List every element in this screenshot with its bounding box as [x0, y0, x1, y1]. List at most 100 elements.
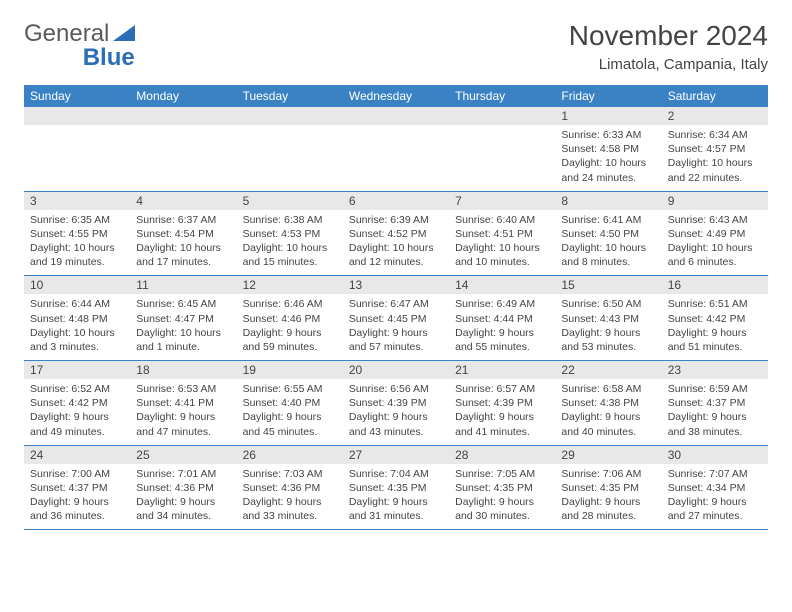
- weekday-header: Tuesday: [237, 85, 343, 107]
- week-row: 24Sunrise: 7:00 AMSunset: 4:37 PMDayligh…: [24, 445, 768, 530]
- daylight-text-2: and 27 minutes.: [668, 509, 762, 523]
- sunset-text: Sunset: 4:52 PM: [349, 227, 443, 241]
- day-cell: 17Sunrise: 6:52 AMSunset: 4:42 PMDayligh…: [24, 361, 130, 446]
- sunrise-text: Sunrise: 7:00 AM: [30, 467, 124, 481]
- daylight-text-2: and 12 minutes.: [349, 255, 443, 269]
- day-content: Sunrise: 7:03 AMSunset: 4:36 PMDaylight:…: [237, 464, 343, 530]
- sunset-text: Sunset: 4:51 PM: [455, 227, 549, 241]
- sunset-text: Sunset: 4:47 PM: [136, 312, 230, 326]
- day-number: 25: [130, 446, 236, 464]
- day-cell: 6Sunrise: 6:39 AMSunset: 4:52 PMDaylight…: [343, 191, 449, 276]
- sunset-text: Sunset: 4:38 PM: [561, 396, 655, 410]
- day-number: [237, 107, 343, 125]
- daylight-text-2: and 31 minutes.: [349, 509, 443, 523]
- daylight-text-2: and 43 minutes.: [349, 425, 443, 439]
- day-content: [237, 125, 343, 183]
- day-number: 17: [24, 361, 130, 379]
- daylight-text-1: Daylight: 10 hours: [561, 156, 655, 170]
- daylight-text-1: Daylight: 9 hours: [455, 410, 549, 424]
- day-content: Sunrise: 6:33 AMSunset: 4:58 PMDaylight:…: [555, 125, 661, 191]
- daylight-text-1: Daylight: 10 hours: [349, 241, 443, 255]
- sunrise-text: Sunrise: 6:46 AM: [243, 297, 337, 311]
- weekday-header: Sunday: [24, 85, 130, 107]
- day-cell: 29Sunrise: 7:06 AMSunset: 4:35 PMDayligh…: [555, 445, 661, 530]
- sunset-text: Sunset: 4:39 PM: [349, 396, 443, 410]
- daylight-text-1: Daylight: 9 hours: [349, 326, 443, 340]
- daylight-text-2: and 28 minutes.: [561, 509, 655, 523]
- sunset-text: Sunset: 4:54 PM: [136, 227, 230, 241]
- month-title: November 2024: [569, 20, 768, 52]
- daylight-text-2: and 40 minutes.: [561, 425, 655, 439]
- day-number: 23: [662, 361, 768, 379]
- daylight-text-1: Daylight: 9 hours: [668, 495, 762, 509]
- day-cell: 18Sunrise: 6:53 AMSunset: 4:41 PMDayligh…: [130, 361, 236, 446]
- day-cell: 5Sunrise: 6:38 AMSunset: 4:53 PMDaylight…: [237, 191, 343, 276]
- daylight-text-1: Daylight: 9 hours: [30, 495, 124, 509]
- day-number: 4: [130, 192, 236, 210]
- daylight-text-1: Daylight: 9 hours: [561, 495, 655, 509]
- day-cell: 9Sunrise: 6:43 AMSunset: 4:49 PMDaylight…: [662, 191, 768, 276]
- sunrise-text: Sunrise: 6:49 AM: [455, 297, 549, 311]
- day-content: Sunrise: 7:01 AMSunset: 4:36 PMDaylight:…: [130, 464, 236, 530]
- sunrise-text: Sunrise: 6:44 AM: [30, 297, 124, 311]
- day-content: Sunrise: 6:39 AMSunset: 4:52 PMDaylight:…: [343, 210, 449, 276]
- daylight-text-2: and 45 minutes.: [243, 425, 337, 439]
- day-content: Sunrise: 7:00 AMSunset: 4:37 PMDaylight:…: [24, 464, 130, 530]
- daylight-text-2: and 33 minutes.: [243, 509, 337, 523]
- day-cell: 23Sunrise: 6:59 AMSunset: 4:37 PMDayligh…: [662, 361, 768, 446]
- day-cell: 8Sunrise: 6:41 AMSunset: 4:50 PMDaylight…: [555, 191, 661, 276]
- daylight-text-1: Daylight: 10 hours: [243, 241, 337, 255]
- daylight-text-1: Daylight: 9 hours: [668, 410, 762, 424]
- sunset-text: Sunset: 4:39 PM: [455, 396, 549, 410]
- day-number: [130, 107, 236, 125]
- sunrise-text: Sunrise: 6:53 AM: [136, 382, 230, 396]
- sunset-text: Sunset: 4:46 PM: [243, 312, 337, 326]
- day-content: Sunrise: 6:37 AMSunset: 4:54 PMDaylight:…: [130, 210, 236, 276]
- day-content: Sunrise: 6:51 AMSunset: 4:42 PMDaylight:…: [662, 294, 768, 360]
- sunset-text: Sunset: 4:42 PM: [668, 312, 762, 326]
- day-number: 12: [237, 276, 343, 294]
- day-cell: 26Sunrise: 7:03 AMSunset: 4:36 PMDayligh…: [237, 445, 343, 530]
- daylight-text-1: Daylight: 9 hours: [349, 410, 443, 424]
- weekday-header-row: Sunday Monday Tuesday Wednesday Thursday…: [24, 85, 768, 107]
- day-number: 6: [343, 192, 449, 210]
- day-content: Sunrise: 6:59 AMSunset: 4:37 PMDaylight:…: [662, 379, 768, 445]
- day-cell: 13Sunrise: 6:47 AMSunset: 4:45 PMDayligh…: [343, 276, 449, 361]
- day-number: 9: [662, 192, 768, 210]
- week-row: 3Sunrise: 6:35 AMSunset: 4:55 PMDaylight…: [24, 191, 768, 276]
- day-cell: 15Sunrise: 6:50 AMSunset: 4:43 PMDayligh…: [555, 276, 661, 361]
- week-row: 10Sunrise: 6:44 AMSunset: 4:48 PMDayligh…: [24, 276, 768, 361]
- sunset-text: Sunset: 4:58 PM: [561, 142, 655, 156]
- daylight-text-1: Daylight: 10 hours: [30, 326, 124, 340]
- sunset-text: Sunset: 4:57 PM: [668, 142, 762, 156]
- day-number: 16: [662, 276, 768, 294]
- sunrise-text: Sunrise: 6:41 AM: [561, 213, 655, 227]
- sunset-text: Sunset: 4:50 PM: [561, 227, 655, 241]
- daylight-text-2: and 22 minutes.: [668, 171, 762, 185]
- daylight-text-2: and 24 minutes.: [561, 171, 655, 185]
- day-content: Sunrise: 6:49 AMSunset: 4:44 PMDaylight:…: [449, 294, 555, 360]
- sunrise-text: Sunrise: 6:59 AM: [668, 382, 762, 396]
- sunrise-text: Sunrise: 6:57 AM: [455, 382, 549, 396]
- day-number: 8: [555, 192, 661, 210]
- day-number: 20: [343, 361, 449, 379]
- sunrise-text: Sunrise: 6:52 AM: [30, 382, 124, 396]
- sunrise-text: Sunrise: 6:40 AM: [455, 213, 549, 227]
- sunrise-text: Sunrise: 7:01 AM: [136, 467, 230, 481]
- sunrise-text: Sunrise: 6:38 AM: [243, 213, 337, 227]
- sunset-text: Sunset: 4:48 PM: [30, 312, 124, 326]
- day-cell: 2Sunrise: 6:34 AMSunset: 4:57 PMDaylight…: [662, 107, 768, 191]
- day-cell: [449, 107, 555, 191]
- day-content: Sunrise: 6:50 AMSunset: 4:43 PMDaylight:…: [555, 294, 661, 360]
- sunrise-text: Sunrise: 6:58 AM: [561, 382, 655, 396]
- sunset-text: Sunset: 4:53 PM: [243, 227, 337, 241]
- day-number: 22: [555, 361, 661, 379]
- day-cell: 28Sunrise: 7:05 AMSunset: 4:35 PMDayligh…: [449, 445, 555, 530]
- day-content: Sunrise: 7:05 AMSunset: 4:35 PMDaylight:…: [449, 464, 555, 530]
- daylight-text-2: and 10 minutes.: [455, 255, 549, 269]
- daylight-text-1: Daylight: 10 hours: [30, 241, 124, 255]
- calendar-body: 1Sunrise: 6:33 AMSunset: 4:58 PMDaylight…: [24, 107, 768, 530]
- day-number: 11: [130, 276, 236, 294]
- sunset-text: Sunset: 4:40 PM: [243, 396, 337, 410]
- daylight-text-1: Daylight: 10 hours: [136, 241, 230, 255]
